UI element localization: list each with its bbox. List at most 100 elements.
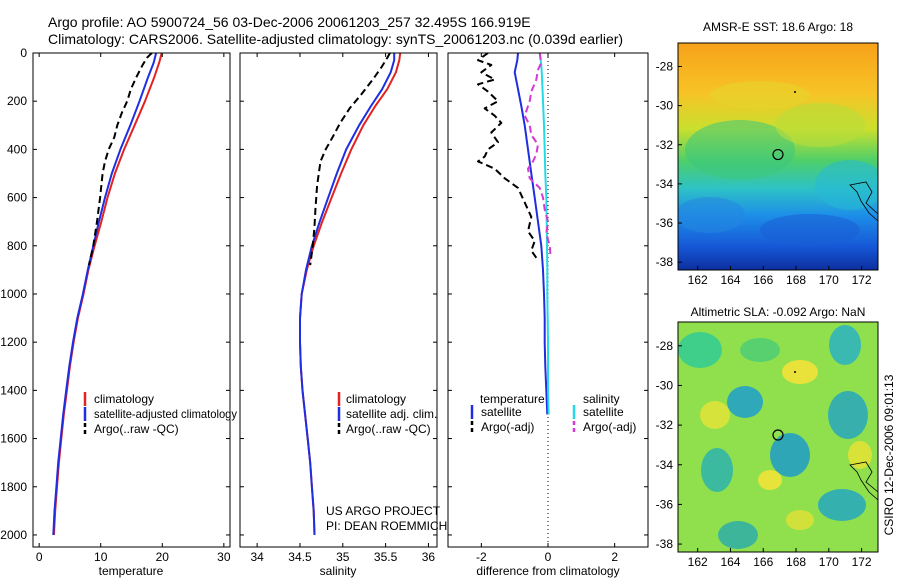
difference-legend-sal-argo: Argo(-adj) <box>583 420 636 434</box>
sla-field-feature <box>740 338 780 362</box>
salinity-annotation-project: US ARGO PROJECT <box>326 504 441 518</box>
sla-map-ticks: 162 164 166 168 170 172 -28 -30 -32 -34 -36 -38 <box>656 339 872 569</box>
temperature-ytick-label: 0 <box>20 46 27 60</box>
salinity-xtick-label: 36 <box>422 550 436 564</box>
amsr-e-sst-ytick-label: -36 <box>656 216 674 230</box>
temperature-series-0 <box>52 52 163 536</box>
temperature-ytick-label: 800 <box>7 239 27 253</box>
salinity-legend-argo: Argo(..raw -QC) <box>346 422 431 436</box>
temperature-series-1 <box>52 52 158 536</box>
salinity-series-group <box>299 52 402 536</box>
sla-field <box>678 322 878 552</box>
amsr-e-sst-ytick-label: -38 <box>656 255 674 269</box>
temperature-legend-satellite: satellite-adjusted climatology <box>94 407 237 421</box>
sst-map-title: AMSR-E SST: 18.6 Argo: 18 <box>703 20 853 34</box>
sla-map-frame <box>677 321 879 553</box>
temperature-xtick-label: 30 <box>217 550 231 564</box>
temperature-series-group <box>52 52 163 536</box>
sst-island <box>794 91 796 93</box>
salinity-ticks: 34 34.5 35 35.5 36 <box>240 52 437 564</box>
sla-field-feature <box>786 510 814 530</box>
sla-profile-location-marker <box>772 429 784 441</box>
difference-series-group <box>477 52 552 415</box>
altimetric-sla-ytick-label: -36 <box>656 497 674 511</box>
sla-field-feature <box>678 332 722 368</box>
difference-legend: temperature salinity satellite Argo(-adj… <box>470 392 636 435</box>
difference-legend-temp-argo: Argo(-adj) <box>481 420 534 434</box>
altimetric-sla-ytick-label: -38 <box>656 537 674 551</box>
altimetric-sla-ytick-label: -28 <box>656 339 674 353</box>
altimetric-sla-xtick-label: 168 <box>786 555 806 569</box>
altimetric-sla-xtick-label: 170 <box>819 555 839 569</box>
difference-xlabel: difference from climatology <box>476 564 619 578</box>
temperature-ytick-label: 200 <box>7 94 27 108</box>
salinity-series-0 <box>299 52 402 536</box>
difference-series-1 <box>477 52 539 261</box>
altimetric-sla-ytick-label: -30 <box>656 378 674 392</box>
salinity-xtick-label: 35.5 <box>374 550 398 564</box>
difference-series-3 <box>523 52 552 258</box>
temperature-legend: climatology satellite-adjusted climatolo… <box>83 392 237 437</box>
sla-field-feature <box>758 470 782 490</box>
temperature-xtick-label: 10 <box>94 550 108 564</box>
sla-coastline <box>849 461 878 501</box>
sla-map-panel: Altimetric SLA: -0.092 Argo: NaN 162 164 1… <box>656 305 879 569</box>
amsr-e-sst-ytick-label: -30 <box>656 99 674 113</box>
altimetric-sla-ytick-label: -34 <box>656 458 674 472</box>
temperature-legend-argo: Argo(..raw -QC) <box>94 422 179 436</box>
temperature-ytick-label: 1600 <box>0 432 27 446</box>
altimetric-sla-xtick-label: 172 <box>852 555 872 569</box>
amsr-e-sst-xtick-label: 164 <box>720 273 740 287</box>
amsr-e-sst-xtick-label: 168 <box>786 273 806 287</box>
amsr-e-sst-xtick-label: 162 <box>688 273 708 287</box>
temperature-series-2 <box>88 52 153 266</box>
difference-xtick-label: 0 <box>545 550 552 564</box>
sla-field-feature <box>718 521 758 549</box>
sst-field-feature <box>685 120 795 180</box>
difference-xtick-label: 2 <box>611 550 618 564</box>
sst-map-ticks: 162 164 166 168 170 172 -28 -30 -32 -34 -36 -38 <box>656 59 872 287</box>
figure-title-line2: Climatology: CARS2006. Satellite-adjuste… <box>48 31 623 47</box>
amsr-e-sst-xtick-label: 166 <box>753 273 773 287</box>
sla-field-feature <box>829 325 861 365</box>
difference-legend-temp-satellite: satellite <box>481 405 522 419</box>
sla-map-title: Altimetric SLA: -0.092 Argo: NaN <box>691 305 866 319</box>
sst-field <box>678 43 878 270</box>
difference-panel: -2 0 2 difference from climatology tempera… <box>447 52 649 578</box>
credit-stamp: CSIRO 12-Dec-2006 09:01:13 <box>882 374 896 535</box>
sla-field-feature <box>701 448 733 492</box>
salinity-legend-climatology: climatology <box>346 392 406 406</box>
amsr-e-sst-ytick-label: -28 <box>656 59 674 73</box>
difference-series-0 <box>513 52 549 415</box>
sst-profile-location-marker <box>772 148 784 161</box>
sla-field-feature <box>818 489 866 521</box>
salinity-legend: climatology satellite adj. clim. Argo(..… <box>337 392 437 437</box>
temperature-legend-climatology: climatology <box>94 392 154 406</box>
salinity-xtick-label: 34 <box>250 550 264 564</box>
sst-field-feature <box>710 81 810 109</box>
temperature-ytick-label: 1400 <box>0 383 27 397</box>
temperature-xtick-label: 20 <box>156 550 170 564</box>
salinity-series-2 <box>309 52 391 266</box>
sla-field-feature <box>700 401 730 429</box>
temperature-xlabel: temperature <box>99 564 164 578</box>
sla-field-feature <box>770 433 810 477</box>
salinity-series-1 <box>299 53 396 536</box>
temperature-ticks: 0 10 20 30 0 200 400 600 800 1000 1200 1400 1600 1800… <box>0 46 231 564</box>
sla-island <box>794 371 796 373</box>
temperature-panel: 0 10 20 30 0 200 400 600 800 1000 1200 1400 1600 1800… <box>0 46 237 578</box>
salinity-xtick-label: 34.5 <box>288 550 312 564</box>
temperature-xtick-label: 0 <box>36 550 43 564</box>
temperature-ytick-label: 600 <box>7 191 27 205</box>
difference-xtick-label: -2 <box>476 550 487 564</box>
temperature-axes-frame <box>32 52 231 548</box>
salinity-annotation-pi: PI: DEAN ROEMMICH <box>326 519 447 533</box>
salinity-panel: 34 34.5 35 35.5 36 salinity climatology sate… <box>239 52 447 578</box>
salinity-legend-satellite: satellite adj. clim. <box>346 407 437 421</box>
altimetric-sla-ytick-label: -32 <box>656 418 674 432</box>
amsr-e-sst-ytick-label: -32 <box>656 138 674 152</box>
sst-field-feature <box>775 103 865 147</box>
temperature-ytick-label: 2000 <box>0 528 27 542</box>
sst-field-feature <box>815 160 878 210</box>
salinity-axes-frame <box>239 52 438 548</box>
